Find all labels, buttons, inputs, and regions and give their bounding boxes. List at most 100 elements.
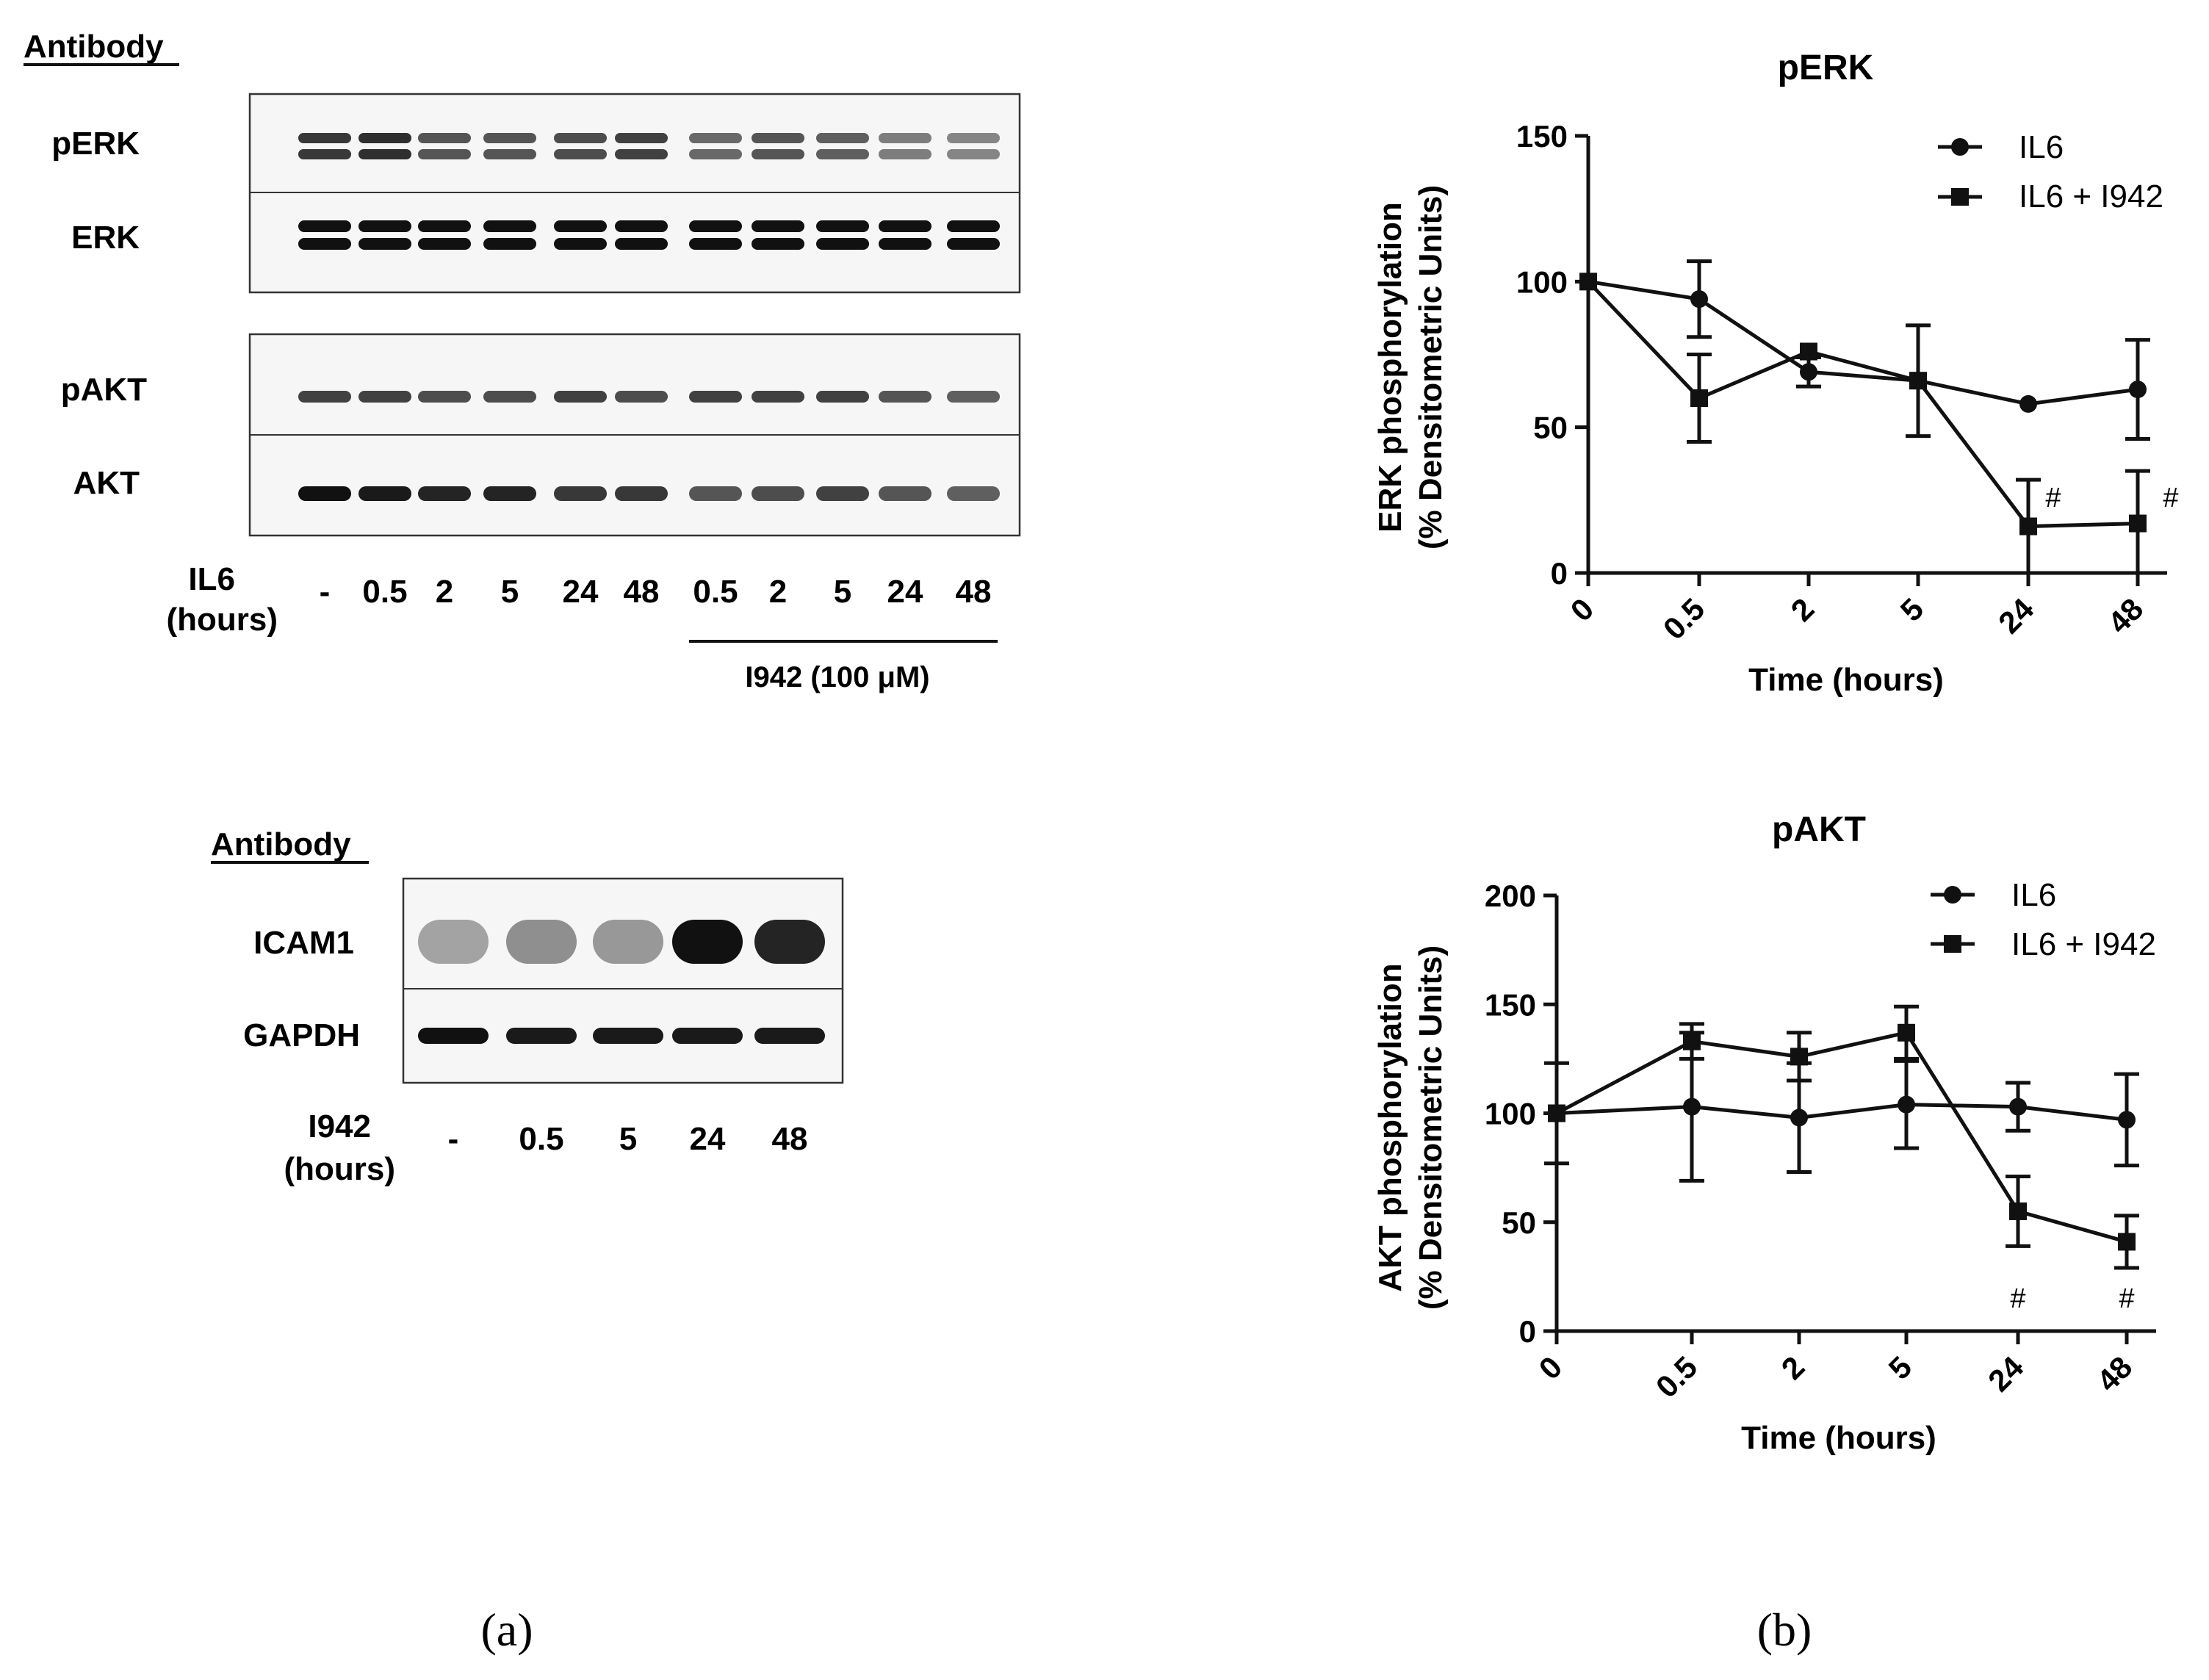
chart-title: pAKT [1772, 810, 1866, 849]
blot1-treatment-label-hours: (hours) [166, 602, 278, 638]
blot1-lane-label: 5 [501, 574, 519, 610]
x-axis-label: Time (hours) [1748, 662, 1944, 698]
blot1-band-pakt [947, 391, 1000, 403]
blot1-band-akt [298, 486, 351, 501]
blot1-bands [298, 133, 1000, 501]
blot1-band-erk [483, 238, 536, 250]
x-axis-label: Time (hours) [1741, 1420, 1936, 1456]
blot2-lane-label: 24 [690, 1121, 726, 1157]
legend-label: IL6 + I942 [2019, 179, 2163, 214]
legend-label: IL6 [2011, 877, 2056, 913]
y-tick-label: 100 [1485, 1097, 1536, 1131]
data-point-square [1579, 273, 1597, 291]
data-point-square [2009, 1202, 2027, 1220]
blot1-band-akt [879, 486, 931, 501]
y-axis-label: (% Densitometric Units) [1413, 945, 1449, 1310]
blot2-row-label-icam1: ICAM1 [253, 925, 354, 961]
y-axis-label: AKT phosphorylation [1372, 963, 1408, 1291]
blot2-treatment-label-hours: (hours) [284, 1151, 395, 1187]
data-point-circle [1683, 1097, 1701, 1116]
blot2-bands [418, 920, 825, 1044]
blot1-band-akt [554, 486, 607, 501]
blot2-lane-labels: - 0.5 5 24 48 [448, 1121, 808, 1157]
data-point-square [1800, 342, 1817, 361]
blot1-band-perk [358, 149, 411, 159]
y-tick-label: 200 [1485, 879, 1536, 913]
blot2-band-gapdh [754, 1028, 825, 1044]
data-point-circle [1898, 1095, 1915, 1114]
blot1-band-perk [879, 133, 931, 143]
blot1-band-perk [689, 133, 742, 143]
blot1-band-erk [879, 220, 931, 232]
data-point-square [1898, 1023, 1915, 1042]
blot1-erk-frame [248, 93, 1021, 294]
blot1-band-perk [418, 149, 471, 159]
blot2-band-icam1 [672, 920, 743, 964]
significance-annotation: # [2010, 1283, 2025, 1314]
blot1-band-pakt [483, 391, 536, 403]
blot2-band-icam1 [754, 920, 825, 964]
blot2-frame [402, 877, 844, 1084]
panel-a: Antibody pERK ERK pAKT AKT IL6 (hours) -… [24, 29, 1021, 1656]
blot1-lane-labels: - 0.5 2 5 24 48 0.5 2 5 24 48 [320, 574, 992, 610]
blot1-band-pakt [752, 391, 804, 403]
legend-marker-circle [1944, 886, 1961, 904]
blot1-lane-label: 2 [769, 574, 787, 610]
blot1-band-perk [483, 133, 536, 143]
blot2-lane-label: - [448, 1121, 459, 1157]
y-tick-label: 50 [1533, 411, 1568, 445]
blot1-band-erk [615, 220, 668, 232]
blot1-band-perk [418, 133, 471, 143]
blot1-lane-label: 48 [624, 574, 660, 610]
data-point-square [2129, 514, 2147, 533]
blot1-lane-label: 0.5 [693, 574, 738, 610]
data-point-circle [2129, 381, 2147, 399]
y-tick-label: 150 [1485, 987, 1536, 1022]
blot1-band-erk [947, 238, 1000, 250]
blot1-treatment-label-il6: IL6 [188, 561, 235, 597]
blot2-band-icam1 [593, 920, 663, 964]
blot2-band-icam1 [418, 920, 489, 964]
blot1-band-pakt [298, 391, 351, 403]
blot1-band-akt [615, 486, 668, 501]
blot1-band-perk [554, 149, 607, 159]
blot1-lane-label: 0.5 [362, 574, 407, 610]
blot1-band-erk [418, 238, 471, 250]
blot1-band-perk [752, 149, 804, 159]
blot1-lane-label: 24 [563, 574, 599, 610]
blot1-band-erk [298, 238, 351, 250]
data-point-circle [1790, 1108, 1808, 1127]
legend-marker-circle [1951, 138, 1969, 156]
inhibitor-label: I942 (100 μM) [745, 661, 929, 693]
legend-label: IL6 [2019, 129, 2064, 165]
blot1-band-perk [358, 133, 411, 143]
y-tick-label: 100 [1516, 264, 1568, 299]
blot1-band-pakt [689, 391, 742, 403]
blot1-band-erk [816, 238, 869, 250]
blot2-band-gapdh [506, 1028, 577, 1044]
blot2-lane-label: 0.5 [519, 1121, 563, 1157]
blot1-band-pakt [879, 391, 931, 403]
blot2-treatment-label-i942: I942 [308, 1108, 371, 1144]
blot1-band-erk [358, 238, 411, 250]
blot1-band-erk [418, 220, 471, 232]
blot1-band-erk [816, 220, 869, 232]
series-line [1587, 280, 2138, 529]
data-point-circle [1690, 290, 1708, 309]
data-point-square [1790, 1048, 1808, 1066]
blot1-akt-frame [248, 333, 1021, 537]
blot1-band-erk [947, 220, 1000, 232]
blot2-band-gapdh [418, 1028, 489, 1044]
blot1-band-akt [816, 486, 869, 501]
blot2-row-label-gapdh: GAPDH [243, 1017, 360, 1053]
blot2-band-gapdh [672, 1028, 743, 1044]
significance-annotation: # [2045, 483, 2061, 513]
significance-annotation: # [2163, 483, 2178, 513]
legend-label: IL6 + I942 [2011, 926, 2156, 962]
blot1-lane-label: 48 [956, 574, 992, 610]
chart-title: pERK [1778, 48, 1874, 87]
blot1-lane-label: - [320, 574, 331, 610]
blot1-band-perk [947, 133, 1000, 143]
blot1-band-pakt [358, 391, 411, 403]
